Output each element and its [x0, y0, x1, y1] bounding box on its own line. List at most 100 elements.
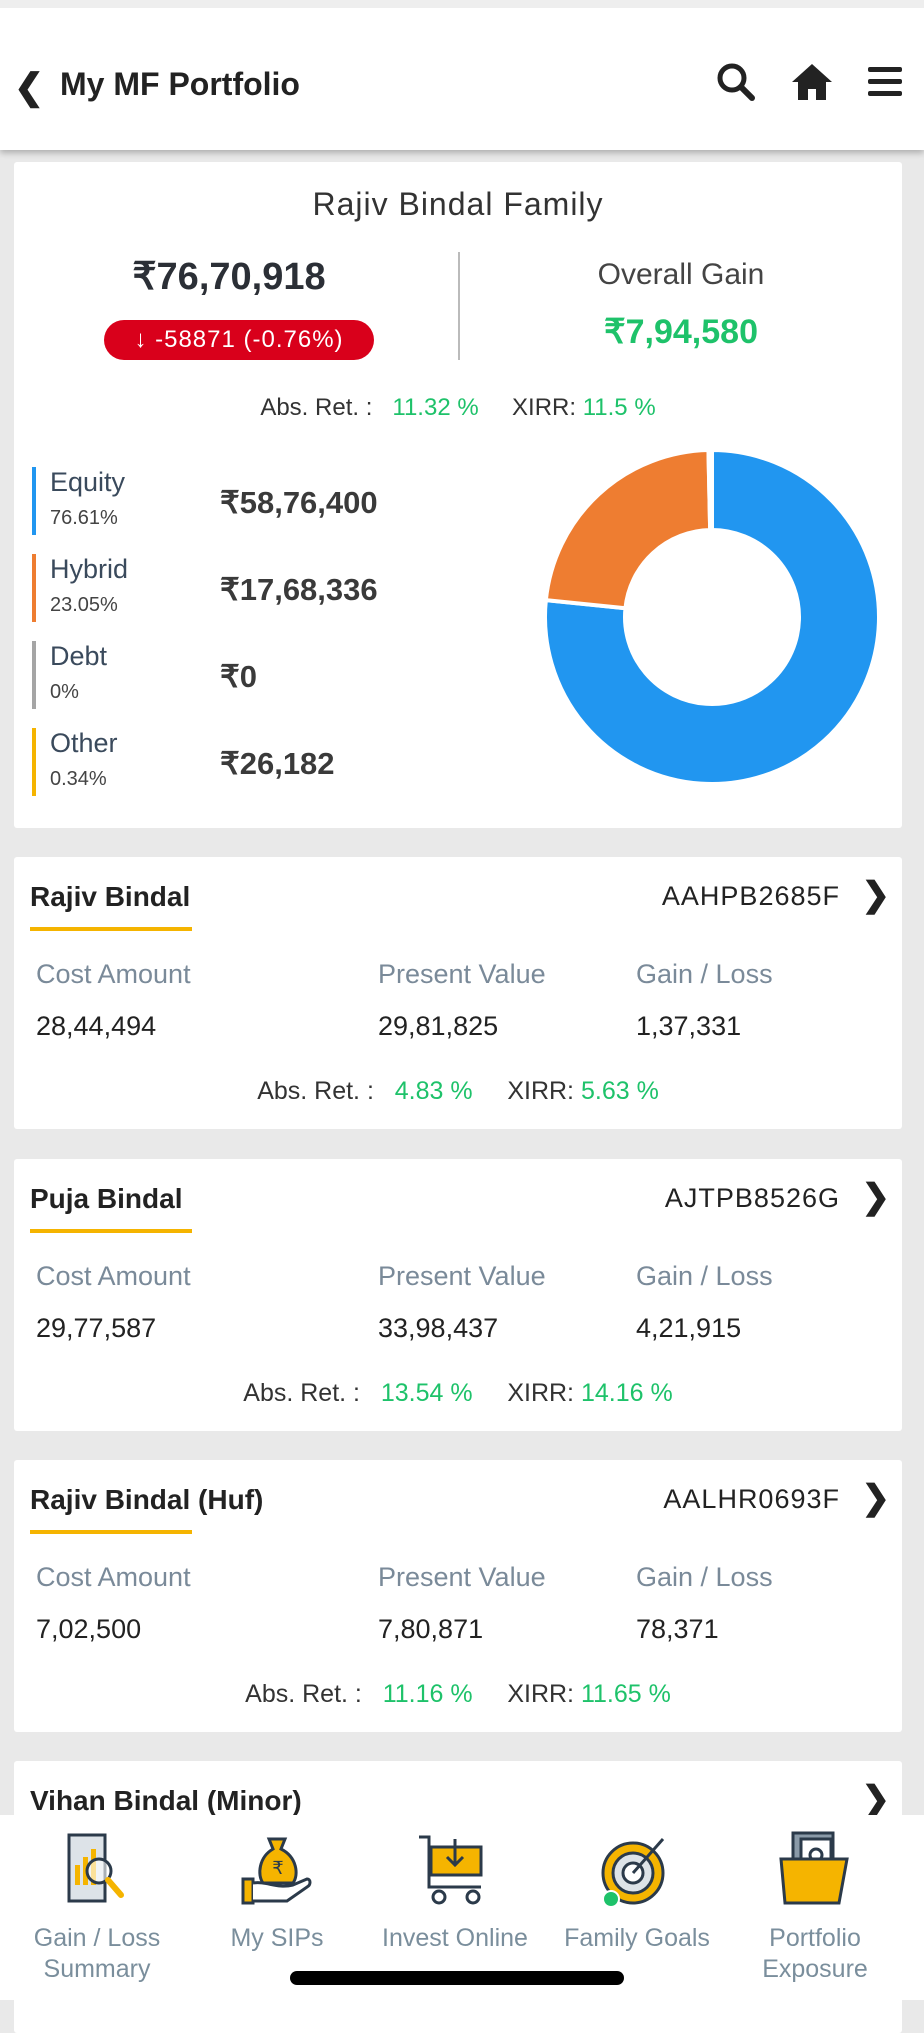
cost-value: 28,44,494: [36, 1011, 157, 1041]
gain-value: 1,37,331: [636, 1011, 742, 1041]
arrow-down-icon: ↓: [134, 326, 156, 353]
member-name: Puja Bindal: [30, 1183, 183, 1214]
chevron-right-icon[interactable]: ❯: [861, 1780, 891, 1818]
allocation-percent: 0%: [50, 681, 79, 703]
member-pan: AAHPB2685F: [661, 881, 840, 911]
menu-icon[interactable]: [864, 60, 908, 104]
allocation-value: ₹0: [220, 659, 257, 694]
allocation-percent: 76.61%: [50, 507, 118, 529]
abs-ret-value: 11.16 %: [382, 1680, 473, 1708]
family-name: Rajiv Bindal Family: [312, 186, 604, 222]
abs-ret-value: 4.83 %: [394, 1077, 473, 1105]
name-underline: [30, 1229, 192, 1233]
member-name: Rajiv Bindal: [30, 881, 191, 912]
money-bag-hand-icon: ₹: [241, 1837, 312, 1905]
member-name: Rajiv Bindal (Huf): [30, 1484, 264, 1515]
allocation-name: Equity: [50, 467, 126, 497]
allocation-percent: 23.05%: [50, 594, 118, 616]
overall-gain-value: ₹7,94,580: [604, 313, 758, 351]
allocation-donut-chart: [543, 447, 881, 786]
legend-color-bar: [32, 554, 36, 622]
nav-label: Invest Online: [382, 1924, 528, 1952]
shopping-cart-icon: [419, 1835, 483, 1905]
cost-value: 7,02,500: [36, 1614, 142, 1644]
donut-slice-equity: [543, 447, 881, 786]
svg-text:₹: ₹: [272, 1858, 283, 1878]
family-summary-card: Rajiv Bindal Family ₹76,70,918 ↓ -58871 …: [14, 162, 902, 828]
present-label: Present Value: [378, 959, 546, 989]
present-value: 29,81,825: [378, 1011, 499, 1041]
cost-label: Cost Amount: [36, 1562, 191, 1592]
nav-label: Portfolio Exposure: [762, 1924, 868, 1983]
name-underline: [30, 1530, 192, 1534]
chevron-right-icon[interactable]: ❯: [861, 876, 891, 914]
allocation-value: ₹58,76,400: [220, 485, 378, 520]
legend-color-bar: [32, 728, 36, 796]
report-magnifier-icon: [67, 1833, 124, 1903]
nav-invest-online[interactable]: Invest Online: [370, 1829, 540, 1954]
legend-color-bar: [32, 641, 36, 709]
member-pan: AJTPB8526G: [664, 1183, 840, 1213]
xirr-label: XIRR:: [507, 1379, 575, 1407]
home-indicator: [290, 1971, 624, 1985]
nav-portfolio-exposure[interactable]: Portfolio Exposure: [730, 1829, 900, 1985]
abs-ret-label: Abs. Ret. :: [243, 1379, 360, 1407]
allocation-percent: 0.34%: [50, 768, 107, 790]
total-value: ₹76,70,918: [132, 256, 326, 298]
xirr-value: 11.5 %: [582, 394, 656, 421]
allocation-other: Other 0.34% ₹26,182: [32, 728, 432, 808]
abs-ret-label: Abs. Ret. :: [257, 1077, 374, 1105]
chevron-left-icon[interactable]: ❮: [14, 66, 45, 107]
cost-label: Cost Amount: [36, 959, 191, 989]
abs-ret-value: 11.32 %: [392, 394, 479, 421]
abs-ret-value: 13.54 %: [380, 1379, 473, 1407]
present-value: 7,80,871: [378, 1614, 484, 1644]
folder-icon: [779, 1831, 849, 1905]
nav-label: Family Goals: [564, 1924, 710, 1952]
gain-value: 78,371: [636, 1614, 719, 1644]
name-underline: [30, 927, 192, 931]
allocation-name: Other: [50, 728, 118, 758]
nav-family-goals[interactable]: Family Goals: [552, 1829, 722, 1954]
present-label: Present Value: [378, 1562, 546, 1592]
allocation-value: ₹26,182: [220, 746, 335, 781]
member-card[interactable]: Puja Bindal ❯ AJTPB8526G Cost Amount Pre…: [14, 1159, 902, 1431]
abs-ret-label: Abs. Ret. :: [260, 394, 373, 421]
family-returns: Abs. Ret. : 11.32 % XIRR: 11.5 %: [14, 394, 902, 422]
gain-value: 4,21,915: [636, 1313, 742, 1343]
search-icon[interactable]: [714, 60, 758, 104]
member-returns: Abs. Ret. : 11.16 % XIRR: 11.65 %: [14, 1680, 902, 1709]
xirr-label: XIRR:: [507, 1077, 575, 1105]
home-icon[interactable]: [790, 60, 834, 104]
nav-gain-loss-summary[interactable]: Gain / Loss Summary: [12, 1829, 182, 1985]
nav-label: Gain / Loss Summary: [33, 1924, 161, 1983]
day-change-badge: ↓ -58871 (-0.76%): [104, 320, 374, 360]
legend-color-bar: [32, 467, 36, 535]
xirr-value: 5.63 %: [580, 1077, 659, 1105]
overall-gain-label: Overall Gain: [597, 258, 765, 291]
member-card[interactable]: Rajiv Bindal (Huf) ❯ AALHR0693F Cost Amo…: [14, 1460, 902, 1732]
nav-label: My SIPs: [230, 1924, 324, 1952]
page-title: My MF Portfolio: [60, 66, 300, 102]
cost-label: Cost Amount: [36, 1261, 191, 1291]
gain-label: Gain / Loss: [636, 1562, 773, 1592]
cost-value: 29,77,587: [36, 1313, 157, 1343]
xirr-label: XIRR:: [512, 394, 577, 421]
chevron-right-icon[interactable]: ❯: [861, 1178, 891, 1216]
member-card[interactable]: Rajiv Bindal ❯ AAHPB2685F Cost Amount Pr…: [14, 857, 902, 1129]
xirr-label: XIRR:: [507, 1680, 575, 1708]
nav-my-sips[interactable]: ₹ My SIPs: [192, 1829, 362, 1954]
divider: [458, 252, 460, 360]
donut-slice-hybrid: [543, 447, 713, 611]
allocation-name: Hybrid: [50, 554, 129, 584]
xirr-value: 14.16 %: [580, 1379, 673, 1407]
xirr-value: 11.65 %: [580, 1680, 671, 1708]
chevron-right-icon[interactable]: ❯: [861, 1479, 891, 1517]
member-returns: Abs. Ret. : 13.54 % XIRR: 14.16 %: [14, 1379, 902, 1408]
member-pan: AALHR0693F: [663, 1484, 840, 1514]
bottom-nav: Gain / Loss Summary ₹ My SIPs Invest Onl…: [0, 1815, 924, 2000]
allocation-name: Debt: [50, 641, 108, 671]
allocation-equity: Equity 76.61% ₹58,76,400: [32, 467, 432, 547]
allocation-debt: Debt 0% ₹0: [32, 641, 432, 721]
allocation-value: ₹17,68,336: [220, 572, 378, 607]
